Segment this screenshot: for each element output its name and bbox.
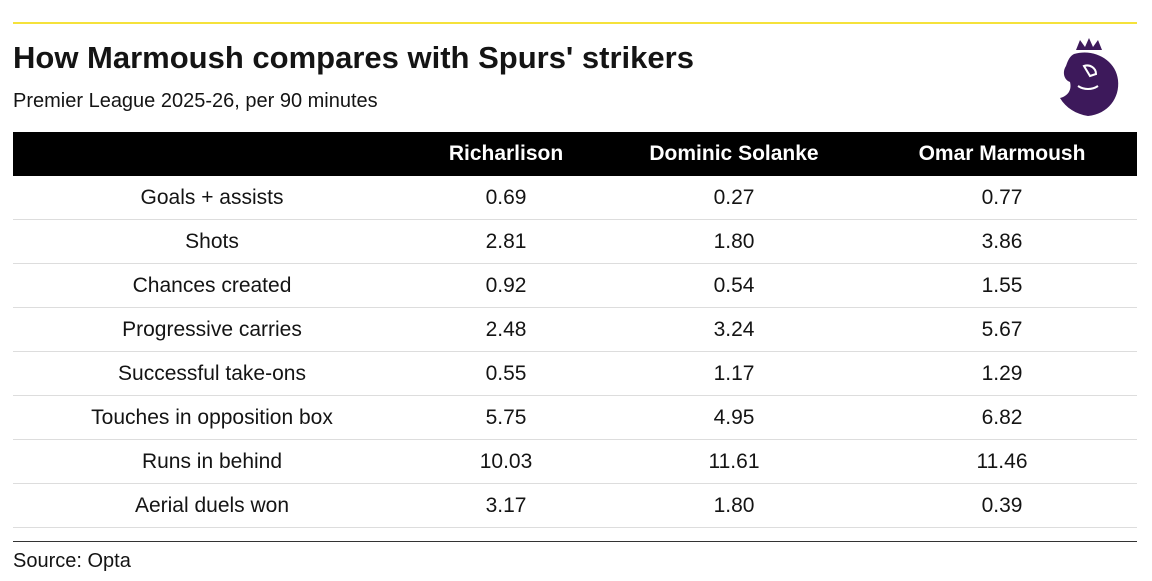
row-label: Aerial duels won bbox=[13, 483, 411, 528]
table-row: Touches in opposition box 5.75 4.95 6.82 bbox=[13, 395, 1137, 440]
cell-value: 1.55 bbox=[867, 263, 1137, 308]
row-label: Progressive carries bbox=[13, 307, 411, 352]
cell-value: 6.82 bbox=[867, 395, 1137, 440]
bottom-rule bbox=[13, 541, 1137, 542]
table-row: Aerial duels won 3.17 1.80 0.39 bbox=[13, 483, 1137, 528]
row-label: Touches in opposition box bbox=[13, 395, 411, 440]
title: How Marmoush compares with Spurs' strike… bbox=[13, 40, 694, 75]
cell-value: 0.27 bbox=[601, 176, 867, 220]
stats-table: Richarlison Dominic Solanke Omar Marmoush … bbox=[13, 132, 1137, 528]
column-header: Dominic Solanke bbox=[601, 132, 867, 176]
cell-value: 10.03 bbox=[411, 439, 601, 484]
cell-value: 5.67 bbox=[867, 307, 1137, 352]
table-row: Runs in behind 10.03 11.61 11.46 bbox=[13, 439, 1137, 484]
cell-value: 2.48 bbox=[411, 307, 601, 352]
table-row: Goals + assists 0.69 0.27 0.77 bbox=[13, 176, 1137, 220]
cell-value: 0.77 bbox=[867, 176, 1137, 220]
cell-value: 3.86 bbox=[867, 219, 1137, 264]
column-header: Richarlison bbox=[411, 132, 601, 176]
cell-value: 0.55 bbox=[411, 351, 601, 396]
table-row: Successful take-ons 0.55 1.17 1.29 bbox=[13, 351, 1137, 396]
cell-value: 4.95 bbox=[601, 395, 867, 440]
top-rule bbox=[13, 22, 1137, 24]
league-logo bbox=[1060, 38, 1119, 116]
cell-value: 11.61 bbox=[601, 439, 867, 484]
cell-value: 0.69 bbox=[411, 176, 601, 220]
row-label: Successful take-ons bbox=[13, 351, 411, 396]
row-label: Goals + assists bbox=[13, 176, 411, 220]
table-body: Goals + assists 0.69 0.27 0.77 Shots 2.81 1.80… bbox=[13, 176, 1137, 528]
cell-value: 1.29 bbox=[867, 351, 1137, 396]
table-row: Shots 2.81 1.80 3.86 bbox=[13, 219, 1137, 264]
cell-value: 2.81 bbox=[411, 219, 601, 264]
row-label: Runs in behind bbox=[13, 439, 411, 484]
cell-value: 0.92 bbox=[411, 263, 601, 308]
column-header: Omar Marmoush bbox=[867, 132, 1137, 176]
cell-value: 1.80 bbox=[601, 219, 867, 264]
cell-value: 0.39 bbox=[867, 483, 1137, 528]
row-label: Shots bbox=[13, 219, 411, 264]
cell-value: 3.24 bbox=[601, 307, 867, 352]
cell-value: 0.54 bbox=[601, 263, 867, 308]
cell-value: 1.80 bbox=[601, 483, 867, 528]
header-row: Richarlison Dominic Solanke Omar Marmoush bbox=[13, 132, 1137, 176]
table-row: Progressive carries 2.48 3.24 5.67 bbox=[13, 307, 1137, 352]
header-cell bbox=[13, 132, 411, 176]
subtitle: Premier League 2025-26, per 90 minutes bbox=[13, 90, 378, 112]
source: Source: Opta bbox=[13, 550, 131, 572]
row-label: Chances created bbox=[13, 263, 411, 308]
table-row: Chances created 0.92 0.54 1.55 bbox=[13, 263, 1137, 308]
cell-value: 11.46 bbox=[867, 439, 1137, 484]
cell-value: 5.75 bbox=[411, 395, 601, 440]
cell-value: 3.17 bbox=[411, 483, 601, 528]
cell-value: 1.17 bbox=[601, 351, 867, 396]
